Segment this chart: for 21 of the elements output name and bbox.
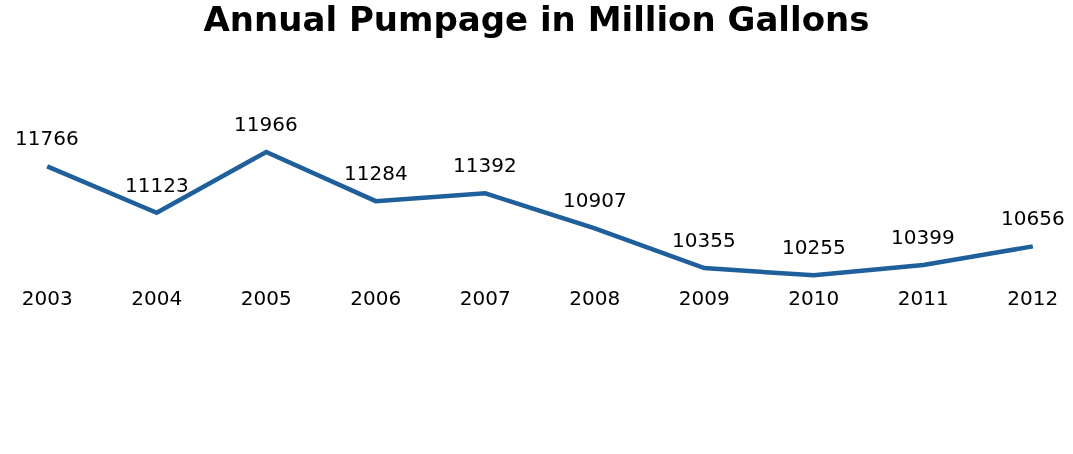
data-label: 10399 [891,225,955,249]
data-label: 10907 [563,188,627,212]
x-tick-label: 2011 [897,286,949,310]
data-label: 10656 [1001,206,1065,230]
data-label: 11392 [453,153,517,177]
x-tick-label: 2006 [350,286,402,310]
x-tick-label: 2003 [21,286,73,310]
x-tick-label: 2008 [569,286,621,310]
x-tick-label: 2007 [459,286,511,310]
x-tick-label: 2009 [678,286,730,310]
data-label: 11284 [344,161,408,185]
data-label: 10355 [672,228,736,252]
chart-title: Annual Pumpage in Million Gallons [203,0,870,39]
data-label: 11966 [234,112,298,136]
x-tick-label: 2005 [240,286,292,310]
data-label: 10255 [782,235,846,259]
x-tick-label: 2012 [1007,286,1059,310]
data-label: 11123 [125,173,189,197]
data-label: 11766 [15,126,79,150]
x-tick-label: 2010 [788,286,840,310]
x-tick-label: 2004 [131,286,183,310]
